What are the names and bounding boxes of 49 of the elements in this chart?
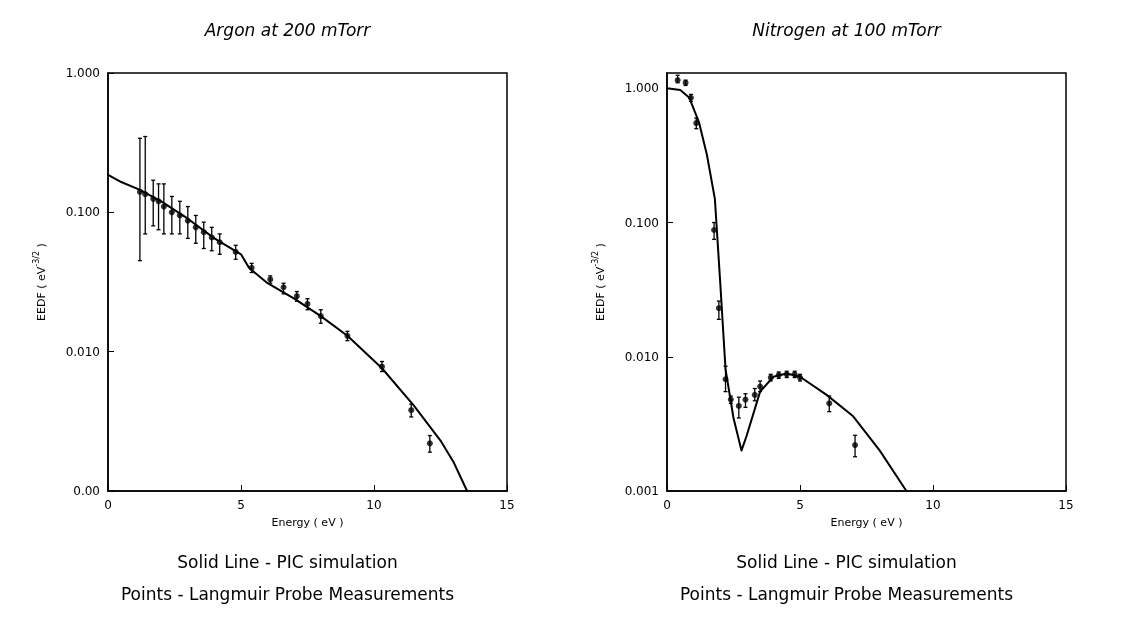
point <box>715 305 722 312</box>
x-tick-label: 15 <box>499 498 515 512</box>
point <box>192 224 199 231</box>
point <box>168 209 175 216</box>
chart-title: Argon at 200 mTorr <box>203 19 372 40</box>
point <box>200 229 207 236</box>
x-tick-label: 10 <box>925 498 941 512</box>
point <box>826 400 833 407</box>
y-tick-label: 1.000 <box>65 66 100 80</box>
point <box>317 313 324 320</box>
text: Solid Line - PIC simulation <box>177 551 398 572</box>
point <box>852 442 859 449</box>
point <box>216 239 223 246</box>
y-axis-title: EEDF ( eV-3/2 ) <box>31 243 48 321</box>
x-tick-label: 5 <box>237 498 245 512</box>
y-tick-label: 0.010 <box>624 349 659 364</box>
x-tick-label: 0 <box>104 498 112 512</box>
y-tick-label: 0.001 <box>624 484 659 498</box>
point <box>280 284 287 291</box>
y-tick-label: 1.000 <box>624 81 659 96</box>
y-tick-label: 0.100 <box>624 215 659 230</box>
x-tick-label: 0 <box>663 498 671 512</box>
y-axis-title: EEDF ( eV-3/2 ) <box>590 243 607 321</box>
point <box>150 195 157 202</box>
point <box>408 407 415 414</box>
text: Solid Line - PIC simulation <box>736 551 957 572</box>
y-tick-label: 0.010 <box>65 344 100 359</box>
point <box>184 217 191 224</box>
text: Points - Langmuir Probe Measurements <box>120 583 455 604</box>
y-tick-label: 0.00 <box>73 484 100 498</box>
point <box>176 212 183 219</box>
x-tick-label: 15 <box>1058 498 1074 512</box>
text: Points - Langmuir Probe Measurements <box>679 583 1014 604</box>
x-axis-title: Energy ( eV ) <box>271 516 344 529</box>
x-tick-label: 10 <box>366 498 382 512</box>
point <box>155 198 162 205</box>
x-tick-label: 5 <box>796 498 804 512</box>
point <box>426 440 433 447</box>
point <box>735 402 742 409</box>
point <box>142 191 149 198</box>
point <box>232 248 239 255</box>
point <box>751 391 758 398</box>
point <box>160 203 167 210</box>
point <box>136 188 143 195</box>
point <box>304 300 311 307</box>
chart-title: Nitrogen at 100 mTorr <box>752 19 942 40</box>
y-tick-label: 0.100 <box>65 205 100 220</box>
x-axis-title: Energy ( eV ) <box>830 516 903 529</box>
point <box>722 376 729 383</box>
